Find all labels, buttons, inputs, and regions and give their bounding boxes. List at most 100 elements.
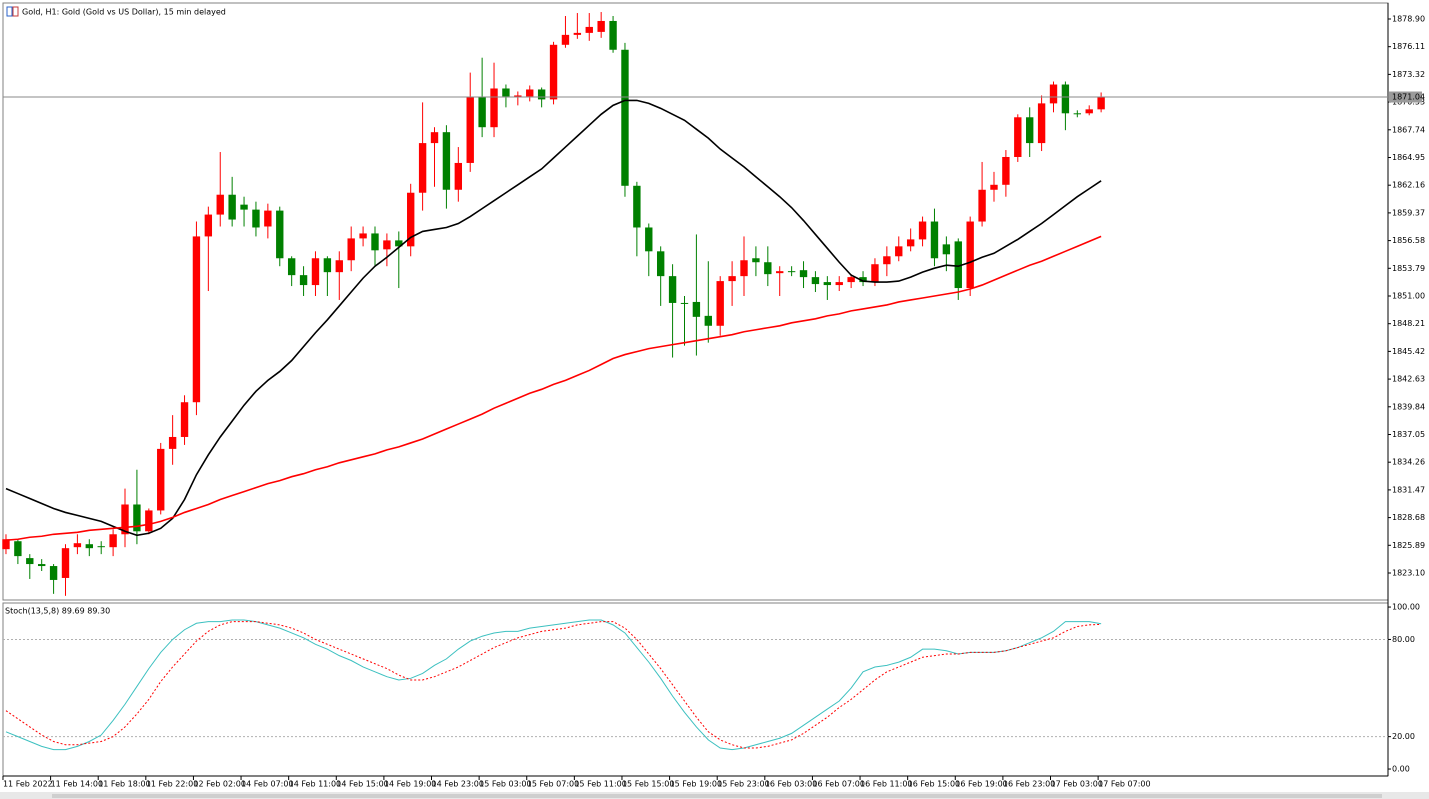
x-tick-label: 14 Feb 19:00 (384, 780, 436, 789)
candle-body (430, 132, 439, 144)
x-tick-label: 16 Feb 19:00 (955, 780, 1007, 789)
x-tick-label: 14 Feb 23:00 (432, 780, 484, 789)
y-tick-label: 1837.05 (1392, 430, 1425, 439)
candle-body (2, 539, 10, 550)
candle-body (930, 221, 939, 259)
candle-body (918, 221, 927, 240)
candle-body (573, 32, 582, 35)
y-tick-label: 100.00 (1392, 603, 1420, 612)
y-tick-label: 1842.63 (1392, 375, 1425, 384)
candle-body (287, 258, 296, 276)
candle-body (526, 89, 534, 97)
y-tick-label: 1853.79 (1392, 264, 1425, 273)
candle-body (299, 275, 308, 286)
stoch-title: Stoch(13,5,8) 89.69 89.30 (5, 607, 110, 616)
candle-body (1037, 103, 1046, 144)
candle-body (26, 558, 34, 565)
candle-body (692, 301, 701, 317)
y-tick-label: 80.00 (1392, 635, 1415, 644)
candle-body (895, 246, 903, 257)
moving-average (5, 235, 1102, 542)
x-tick-label: 16 Feb 23:00 (1003, 780, 1055, 789)
x-tick-label: 16 Feb 11:00 (860, 780, 912, 789)
candle-body (180, 402, 189, 437)
candle-body (97, 546, 105, 548)
candle-body (371, 233, 379, 251)
bid-label-box (1389, 91, 1422, 103)
candle-body (549, 44, 558, 100)
candle-body (73, 543, 82, 548)
candle-body (633, 185, 641, 228)
candle-body (609, 20, 617, 50)
candle-body (871, 264, 879, 283)
candle-body (597, 20, 605, 32)
candle-body (121, 504, 129, 535)
y-tick-label: 1831.47 (1392, 485, 1425, 494)
y-tick-label: 20.00 (1392, 732, 1415, 741)
y-tick-label: 1851.00 (1392, 291, 1425, 300)
candle-body (61, 548, 70, 578)
candle-body (1097, 97, 1105, 110)
candle-body (752, 258, 760, 263)
y-tick-label: 1825.89 (1392, 541, 1425, 550)
x-tick-label: 15 Feb 19:00 (670, 780, 722, 789)
x-tick-label: 11 Feb 2022 (3, 780, 53, 789)
candle-body (585, 26, 593, 33)
x-tick-label: 15 Feb 23:00 (717, 780, 769, 789)
stoch-line (5, 621, 1102, 749)
y-tick-label: 1864.95 (1392, 153, 1425, 162)
y-tick-label: 1859.37 (1392, 208, 1425, 217)
candle-body (395, 240, 403, 247)
candle-body (14, 541, 22, 557)
candle-body (216, 194, 224, 215)
candle-body (514, 95, 522, 98)
candle-body (240, 204, 248, 210)
candle-body (847, 277, 855, 283)
symbol-icon (6, 6, 19, 17)
candle-body (1014, 117, 1022, 157)
candle-body (621, 49, 629, 186)
candle-body (311, 258, 320, 286)
candle-body (228, 194, 236, 220)
y-tick-label: 1856.58 (1392, 236, 1425, 245)
candle-body (776, 271, 784, 274)
candle-body (49, 566, 58, 580)
y-tick-label: 1862.16 (1392, 181, 1425, 190)
candle-body (680, 302, 689, 304)
candle-body (133, 504, 141, 532)
candle-body (668, 276, 677, 303)
candle-body (1049, 84, 1058, 104)
candle-body (787, 271, 796, 273)
x-tick-label: 17 Feb 07:00 (1098, 780, 1150, 789)
candle-body (490, 88, 498, 128)
candle-body (264, 210, 272, 227)
x-tick-label: 16 Feb 15:00 (908, 780, 960, 789)
candle-body (656, 251, 665, 277)
candle-body (835, 282, 843, 286)
candle-body (823, 282, 832, 286)
candle-body (990, 184, 998, 190)
x-tick-label: 14 Feb 15:00 (336, 780, 388, 789)
candle-body (645, 227, 653, 252)
candle-body (1002, 156, 1010, 185)
candle-body (323, 258, 332, 273)
x-tick-label: 15 Feb 07:00 (527, 780, 579, 789)
candle-body (1026, 117, 1034, 144)
candle-body (145, 510, 153, 532)
candle-body (764, 262, 772, 275)
candle-body (478, 97, 486, 128)
candle-body (418, 143, 427, 193)
candle-body (192, 236, 201, 403)
candle-body (1073, 113, 1082, 115)
candle-body (1085, 109, 1093, 114)
y-tick-label: 1876.11 (1392, 42, 1425, 51)
chart-header: Gold, H1: Gold (Gold vs US Dollar), 15 m… (22, 8, 226, 17)
bid-label: 1871.04 (1392, 93, 1425, 102)
y-tick-label: 1839.84 (1392, 402, 1425, 411)
candle-body (716, 281, 724, 326)
candle-body (537, 89, 546, 100)
scroll-thumb[interactable] (52, 794, 1382, 798)
